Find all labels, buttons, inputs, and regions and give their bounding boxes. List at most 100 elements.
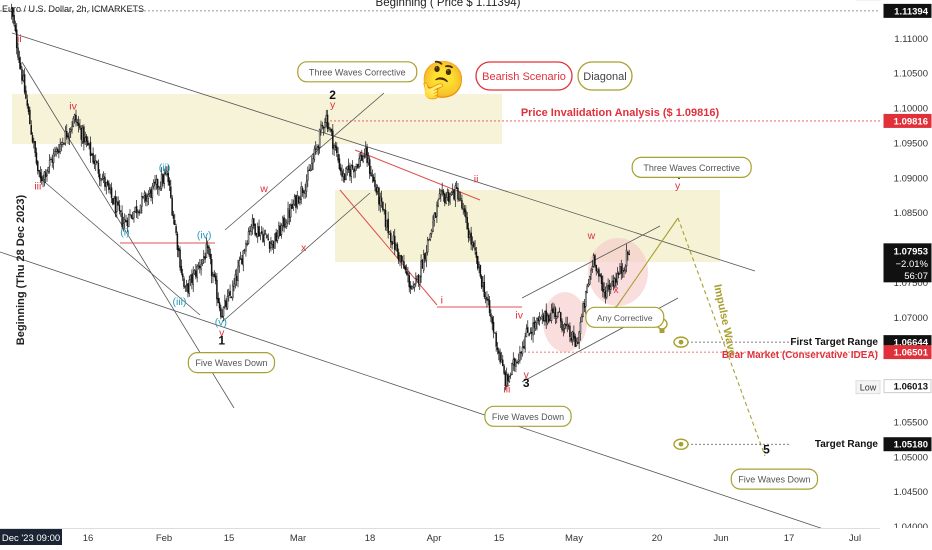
- candle-body: [346, 166, 349, 170]
- candle-body: [420, 260, 422, 278]
- price-axis[interactable]: 1.11000 1.10500 1.10000 1.09500 1.09000 1.085…: [855, 0, 932, 533]
- candle-body: [523, 346, 525, 349]
- candle-body: [534, 322, 537, 329]
- annotation-box: Five Waves Down: [730, 468, 819, 490]
- candle-body: [50, 158, 52, 161]
- candle-body: [492, 321, 495, 333]
- candle-body: [26, 99, 28, 106]
- level-label: Target Range: [815, 439, 879, 450]
- price-tick-label: 1.10000: [894, 104, 928, 115]
- wave-label: ii: [17, 33, 22, 45]
- candle-body: [226, 296, 229, 309]
- price-badge: 1.07953 −2.01%56:07: [883, 243, 932, 283]
- candle-body: [93, 160, 96, 164]
- price-tick-label: 1.05500: [894, 417, 928, 428]
- thinking-face-icon: 🤔: [421, 59, 466, 100]
- annotation-box: Three Waves Corrective: [297, 61, 418, 83]
- candle-body: [548, 314, 550, 322]
- time-axis[interactable]: Dec '23 09:00 16 Feb 15 Mar 18 Apr 15 May 20 Jun 17…: [0, 528, 932, 550]
- candle-body: [565, 323, 567, 326]
- candle-body: [301, 187, 304, 194]
- candle-body: [354, 166, 356, 171]
- candle-body: [600, 275, 603, 284]
- candle-body: [413, 284, 416, 288]
- candle-body: [12, 7, 14, 17]
- candle-body: [407, 272, 409, 276]
- price-tick-label: 1.04000: [894, 522, 928, 533]
- candle-body: [159, 186, 162, 189]
- candle-body: [457, 187, 459, 200]
- candle-body: [432, 221, 434, 232]
- time-cursor-label: Dec '23 09:00: [2, 533, 60, 544]
- candle-body: [508, 376, 511, 383]
- candle-body: [563, 324, 566, 329]
- candle-body: [421, 259, 424, 269]
- candle-body: [494, 332, 496, 334]
- candle-body: [154, 181, 156, 184]
- candle-body: [81, 127, 84, 142]
- time-cursor-badge: [0, 529, 62, 545]
- candle-body: [596, 268, 599, 272]
- candle-body: [260, 231, 263, 234]
- candle-body: [370, 172, 372, 177]
- candle-body: [33, 141, 35, 143]
- candle-body: [417, 274, 420, 283]
- candle-body: [581, 316, 583, 323]
- candle-body: [143, 192, 146, 196]
- candle-body: [425, 251, 428, 261]
- price-badge-value: 1.05180: [894, 440, 928, 451]
- candle-body: [498, 350, 500, 354]
- candle-body: [515, 360, 517, 367]
- candle-body: [314, 148, 317, 150]
- candle-body: [162, 174, 164, 184]
- candle-body: [592, 255, 595, 267]
- candle-body: [263, 234, 266, 242]
- candle-body: [175, 226, 177, 233]
- candle-body: [241, 258, 243, 265]
- candle-body: [505, 374, 508, 387]
- candle-body: [126, 220, 129, 227]
- wave-label: y: [330, 99, 336, 111]
- candle-body: [300, 186, 302, 200]
- candle-body: [440, 190, 442, 195]
- candle-body: [163, 174, 165, 184]
- candle-body: [172, 215, 175, 219]
- candle-body: [599, 274, 601, 276]
- candle-body: [455, 187, 458, 189]
- candle-body: [295, 195, 297, 208]
- candle-body: [368, 159, 371, 174]
- candle-body: [208, 246, 210, 255]
- candlestick-series: [10, 3, 630, 391]
- candle-body: [367, 157, 370, 164]
- candle-body: [266, 234, 268, 239]
- candle-body: [375, 187, 378, 193]
- candle-body: [411, 288, 413, 290]
- candle-body: [562, 329, 565, 331]
- candle-body: [19, 62, 22, 69]
- candle-body: [397, 252, 400, 261]
- candle-body: [116, 201, 118, 212]
- annotation-label: Five Waves Down: [492, 412, 564, 422]
- candle-body: [341, 170, 343, 177]
- candle-body: [267, 238, 270, 241]
- diagonal-top: [521, 225, 661, 299]
- candle-body: [156, 179, 159, 189]
- candle-body: [616, 273, 619, 282]
- candle-body: [588, 276, 591, 285]
- wave-label: i: [441, 294, 443, 306]
- candle-body: [109, 187, 111, 190]
- candle-body: [66, 130, 68, 138]
- candle-body: [284, 224, 287, 227]
- candle-body: [118, 205, 121, 211]
- candle-body: [337, 153, 339, 161]
- wave-label: 2: [329, 88, 336, 102]
- bearish-scenario-badge[interactable]: Bearish Scenario: [475, 61, 573, 91]
- wave-label: w: [587, 230, 596, 242]
- candle-body: [304, 190, 306, 194]
- candle-body: [112, 198, 114, 205]
- diagonal-badge[interactable]: Diagonal: [577, 61, 633, 91]
- eye-icon: [673, 438, 689, 450]
- candle-body: [607, 285, 609, 287]
